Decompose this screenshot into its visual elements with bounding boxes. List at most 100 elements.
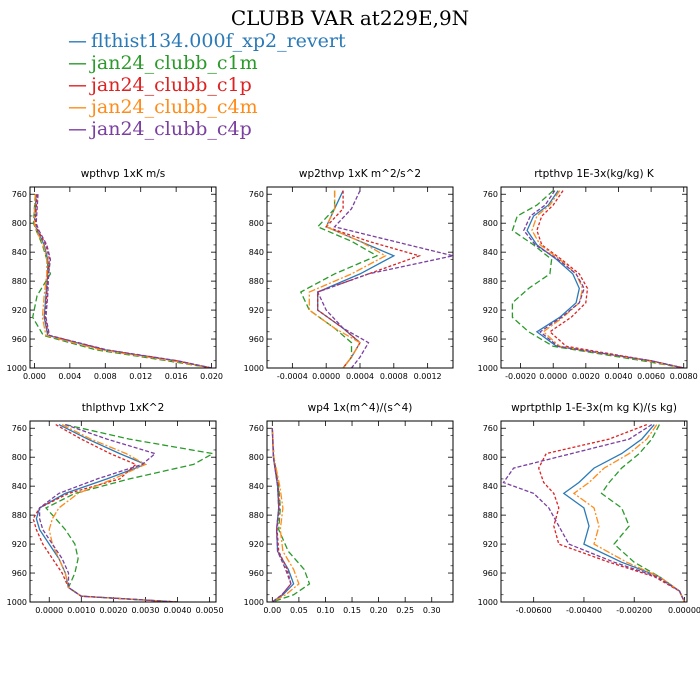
- legend-label: jan24_clubb_c4m: [91, 96, 258, 118]
- x-tick-label: -0.00400: [566, 606, 602, 615]
- y-tick-label: 840: [12, 482, 27, 491]
- x-tick-label: 0.20: [370, 606, 388, 615]
- chart-panel: wp2thvp 1xK m^2/s^2 760 800 840 880 920 960 100…: [244, 168, 454, 381]
- legend-item: — jan24_clubb_c1m: [68, 52, 346, 74]
- series-line: [536, 190, 684, 368]
- x-tick-label: 0.0010: [67, 606, 95, 615]
- y-tick-label: 800: [12, 219, 27, 228]
- legend-item: — jan24_clubb_c4m: [68, 96, 346, 118]
- y-tick-label: 960: [483, 335, 498, 344]
- x-tick-label: -0.00200: [616, 606, 652, 615]
- y-tick-label: 840: [249, 248, 264, 257]
- chart-panel: thlpthvp 1xK^2 760 800 840 880 920 960 1000 0.00…: [7, 402, 224, 615]
- x-tick-label: 0.10: [317, 606, 335, 615]
- plot-frame: [500, 420, 688, 603]
- series-line: [317, 190, 422, 368]
- y-tick-label: 1000: [478, 364, 498, 373]
- legend-item: — jan24_clubb_c4p: [68, 118, 346, 140]
- legend-item: — flthist134.000f_xp2_revert: [68, 30, 346, 52]
- x-tick-label: 0.0030: [131, 606, 159, 615]
- y-tick-label: 800: [483, 219, 498, 228]
- legend-label: flthist134.000f_xp2_revert: [91, 30, 346, 52]
- chart-panel: wprtpthlp 1-E-3x(m kg K)/(s kg) 760 800 840…: [478, 402, 700, 615]
- x-tick-label: 0.0020: [572, 372, 600, 381]
- x-tick-label: 0.15: [343, 606, 361, 615]
- x-tick-label: 0.020: [200, 372, 223, 381]
- x-tick-label: 0.0040: [164, 606, 192, 615]
- series-line: [38, 423, 178, 602]
- legend-swatch: —: [68, 74, 87, 96]
- y-tick-label: 800: [483, 453, 498, 462]
- y-tick-label: 840: [483, 482, 498, 491]
- y-tick-label: 800: [249, 453, 264, 462]
- y-tick-label: 960: [249, 335, 264, 344]
- series-line: [34, 194, 212, 368]
- chart-title: wp4 1x(m^4)/(s^4): [308, 402, 413, 414]
- y-tick-label: 960: [249, 569, 264, 578]
- series-line: [35, 424, 178, 602]
- y-tick-label: 960: [483, 569, 498, 578]
- y-tick-label: 880: [12, 511, 27, 520]
- y-tick-label: 880: [249, 511, 264, 520]
- y-tick-label: 760: [249, 424, 264, 433]
- y-tick-label: 920: [483, 540, 498, 549]
- y-tick-label: 760: [12, 424, 27, 433]
- chart-title: wprtpthlp 1-E-3x(m kg K)/(s kg): [511, 402, 677, 414]
- y-tick-label: 920: [12, 540, 27, 549]
- chart-title: wp2thvp 1xK m^2/s^2: [299, 168, 421, 180]
- series-line: [572, 424, 686, 602]
- x-tick-label: -0.0020: [505, 372, 536, 381]
- series-line: [299, 190, 379, 368]
- y-tick-label: 760: [249, 190, 264, 199]
- x-tick-label: 0.30: [423, 606, 441, 615]
- x-tick-label: 0.0008: [380, 372, 408, 381]
- y-tick-label: 1000: [244, 364, 264, 373]
- y-tick-label: 920: [483, 306, 498, 315]
- series-line: [33, 194, 212, 368]
- legend-label: jan24_clubb_c4p: [91, 118, 252, 140]
- y-tick-label: 880: [249, 277, 264, 286]
- x-tick-label: 0.0020: [99, 606, 127, 615]
- plot-frame: [29, 186, 217, 369]
- chart-title: thlpthvp 1xK^2: [82, 402, 165, 414]
- y-tick-label: 920: [249, 540, 264, 549]
- x-tick-label: 0.008: [94, 372, 117, 381]
- chart-title: wpthvp 1xK m/s: [81, 168, 166, 180]
- series-line: [48, 424, 178, 602]
- x-tick-label: 0.05: [290, 606, 308, 615]
- x-tick-label: 0.012: [129, 372, 152, 381]
- series-line: [44, 423, 215, 602]
- plot-frame: [500, 186, 688, 369]
- legend-swatch: —: [68, 52, 87, 74]
- legend-swatch: —: [68, 118, 87, 140]
- x-tick-label: 0.0080: [670, 372, 698, 381]
- series-line: [33, 194, 212, 368]
- series-line: [32, 424, 178, 602]
- y-tick-label: 960: [12, 569, 27, 578]
- legend-label: jan24_clubb_c1m: [91, 52, 258, 74]
- x-tick-label: 0.0004: [346, 372, 374, 381]
- series-line: [35, 194, 212, 368]
- series-line: [537, 423, 686, 602]
- y-tick-label: 880: [12, 277, 27, 286]
- x-tick-label: -0.0004: [277, 372, 308, 381]
- series-line: [511, 190, 684, 368]
- chart-title: rtpthvp 1E-3x(kg/kg) K: [534, 168, 655, 180]
- y-tick-label: 800: [249, 219, 264, 228]
- y-tick-label: 840: [12, 248, 27, 257]
- chart-panel: wp4 1x(m^4)/(s^4)76080084088092096010000…: [244, 402, 454, 615]
- series-line: [526, 190, 684, 368]
- series-line: [317, 190, 396, 368]
- series-line: [271, 428, 292, 602]
- x-tick-label: 0.00: [263, 606, 281, 615]
- series-line: [271, 428, 311, 602]
- y-tick-label: 880: [483, 277, 498, 286]
- y-tick-label: 840: [249, 482, 264, 491]
- x-tick-label: 0.0000: [539, 372, 567, 381]
- chart-panel: wpthvp 1xK m/s76080084088092096010000.00…: [7, 168, 223, 381]
- x-tick-label: 0.0040: [604, 372, 632, 381]
- y-tick-label: 800: [12, 453, 27, 462]
- series-line: [308, 190, 387, 368]
- x-tick-label: 0.0000: [312, 372, 340, 381]
- chart-panel: rtpthvp 1E-3x(kg/kg) K 760 800 840 880 920 960…: [478, 168, 698, 381]
